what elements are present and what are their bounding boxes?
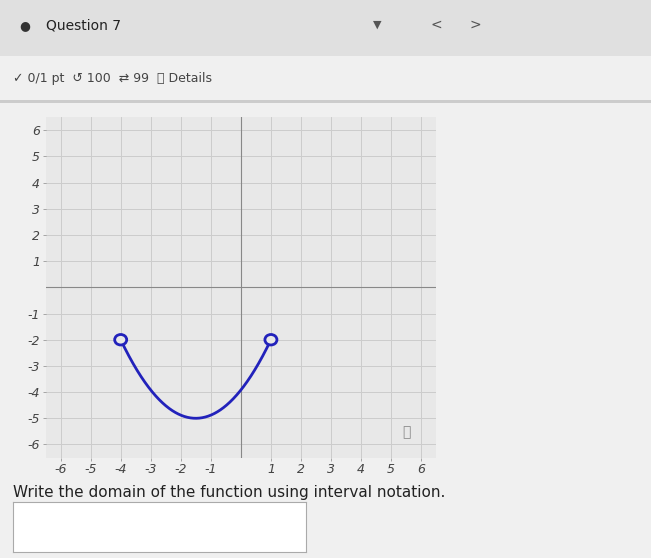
Text: ▼: ▼ — [373, 20, 382, 30]
Circle shape — [115, 334, 127, 345]
Text: >: > — [469, 18, 481, 32]
Text: Question 7: Question 7 — [46, 18, 120, 32]
Text: ✓ 0/1 pt  ↺ 100  ⇄ 99  ⓘ Details: ✓ 0/1 pt ↺ 100 ⇄ 99 ⓘ Details — [13, 71, 212, 85]
Text: Write the domain of the function using interval notation.: Write the domain of the function using i… — [13, 485, 445, 501]
Text: 🔍: 🔍 — [402, 425, 410, 439]
Text: <: < — [430, 18, 442, 32]
Circle shape — [265, 334, 277, 345]
Text: ●: ● — [20, 18, 31, 32]
